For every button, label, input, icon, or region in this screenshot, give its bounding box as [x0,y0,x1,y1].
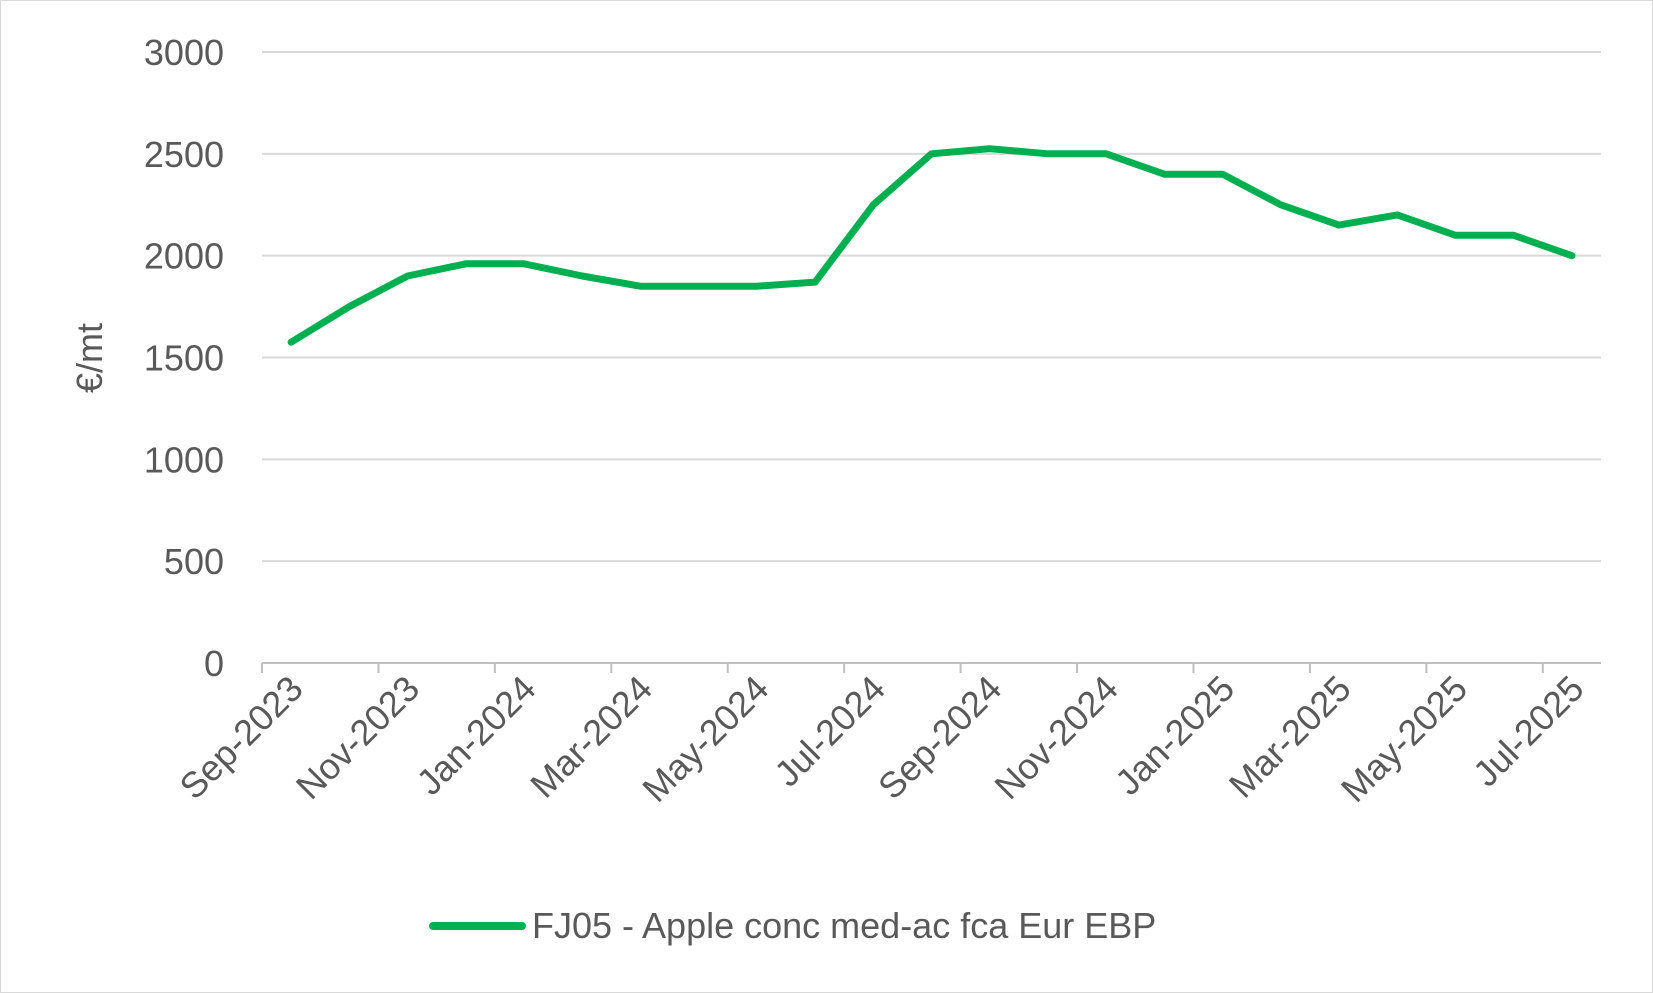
x-tick-label: Jul-2025 [1465,668,1592,795]
x-tick-label: Sep-2024 [870,668,1009,807]
y-tick-label: 1500 [144,338,224,379]
x-tick-label: May-2025 [1333,668,1475,810]
y-tick-label: 0 [204,643,224,684]
y-axis-title: €/mt [69,323,110,393]
series-line [287,145,1576,346]
x-tick-label: Sep-2023 [171,668,310,807]
y-tick-label: 500 [164,541,224,582]
y-tick-label: 1000 [144,439,224,480]
legend-label: FJ05 - Apple conc med-ac fca Eur EBP [532,905,1156,946]
legend: FJ05 - Apple conc med-ac fca Eur EBP [429,905,1156,946]
x-tick-label: Jan-2024 [408,668,543,803]
grid-lines [262,51,1601,563]
x-tick-label: Nov-2023 [288,668,427,807]
x-tick-label: Jan-2025 [1107,668,1242,803]
x-tick-label: Nov-2024 [986,668,1125,807]
y-tick-label: 3000 [144,32,224,73]
y-tick-label: 2500 [144,134,224,175]
series-layer [287,145,1576,346]
x-axis-tick-labels: Sep-2023Nov-2023Jan-2024Mar-2024May-2024… [171,668,1591,810]
y-axis-tick-labels: 0 500 1000 1500 2000 2500 3000 [144,32,224,684]
y-tick-label: 2000 [144,236,224,277]
x-tick-label: May-2024 [634,668,776,810]
x-axis-ticks [261,663,1544,673]
